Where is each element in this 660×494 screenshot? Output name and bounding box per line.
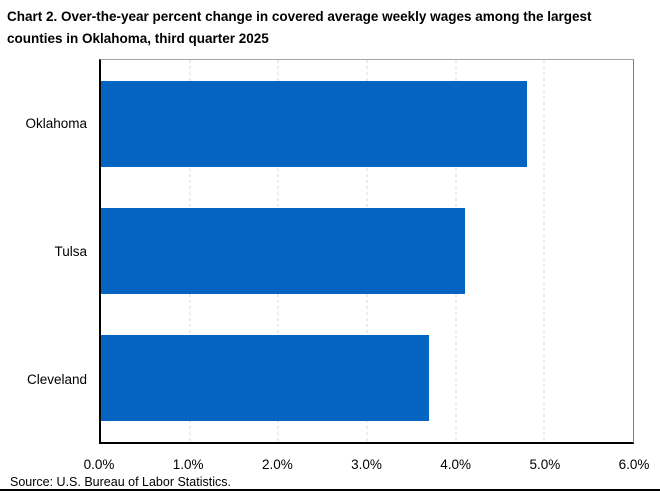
x-tick-0pct: 0.0% <box>83 457 115 472</box>
y-label-oklahoma: Oklahoma <box>25 115 87 131</box>
x-tick-5pct: 5.0% <box>529 457 561 472</box>
bar-oklahoma <box>101 80 527 167</box>
x-tick-1pct: 1.0% <box>172 457 204 472</box>
x-tick-4pct: 4.0% <box>440 457 472 472</box>
bar-row-oklahoma <box>101 60 633 187</box>
x-tick-2pct: 2.0% <box>261 457 293 472</box>
gridline-5pct <box>543 60 545 442</box>
x-tick-6pct: 6.0% <box>618 457 650 472</box>
bar-cleveland <box>101 335 430 422</box>
y-axis-category-labels: Oklahoma Tulsa Cleveland <box>0 59 87 444</box>
bars-container <box>101 60 633 442</box>
chart-title: Chart 2. Over-the-year percent change in… <box>7 9 592 46</box>
x-tick-3pct: 3.0% <box>351 457 382 472</box>
bar-tulsa <box>101 207 465 294</box>
y-label-cleveland: Cleveland <box>26 372 87 388</box>
bar-row-cleveland <box>101 315 633 442</box>
source-attribution: Source: U.S. Bureau of Labor Statistics. <box>10 475 231 489</box>
y-label-tulsa: Tulsa <box>54 243 87 259</box>
x-axis-tick-labels: 0.0% 1.0% 2.0% 3.0% 4.0% 5.0% 6.0% <box>84 444 650 476</box>
plot-area <box>99 59 634 444</box>
bar-row-tulsa <box>101 187 633 314</box>
bottom-divider-rule <box>0 489 660 491</box>
